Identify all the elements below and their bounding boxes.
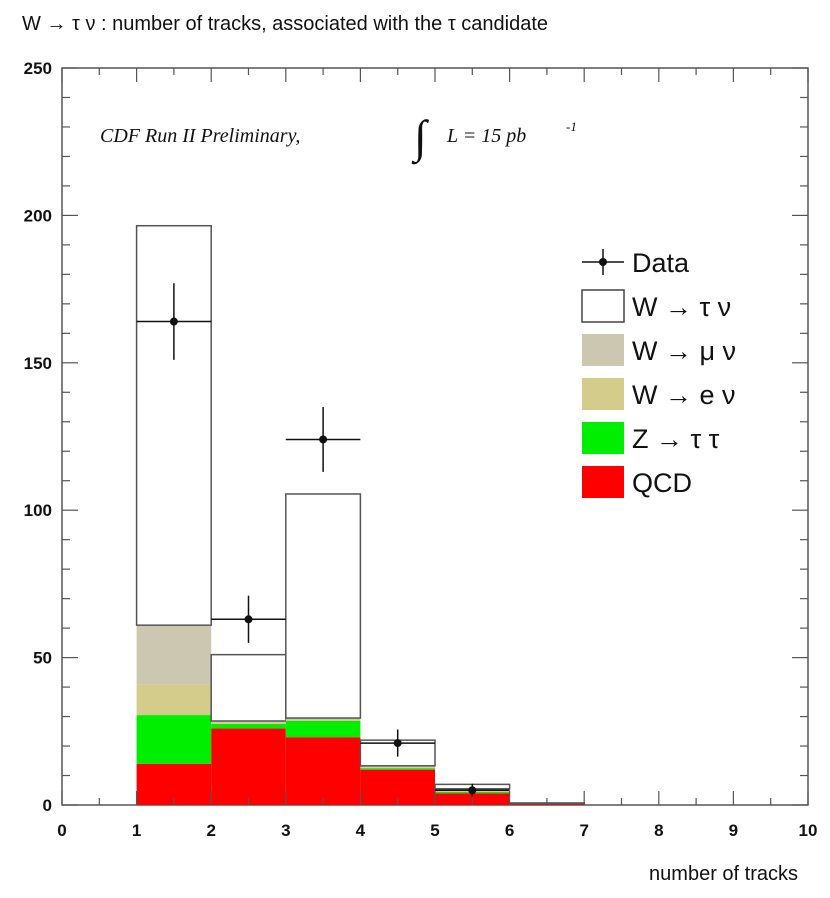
bar-w-e-bin-3 xyxy=(285,719,361,721)
bar-w-bin-3 xyxy=(285,493,362,719)
annotation-prefix: CDF Run II Preliminary, xyxy=(100,125,300,147)
legend-label: W → e ν xyxy=(632,380,736,410)
y-tick-label: 250 xyxy=(24,59,52,78)
bar-z-bin-4 xyxy=(360,768,435,770)
legend-label: QCD xyxy=(632,468,692,498)
bar-w-bin-1 xyxy=(136,625,212,685)
x-tick-label: 6 xyxy=(505,821,514,840)
x-tick-label: 9 xyxy=(729,821,738,840)
data-point-2 xyxy=(211,595,286,643)
legend-entry: Z → τ τ xyxy=(582,422,720,454)
x-axis-label: number of tracks xyxy=(649,863,798,885)
bar-z-bin-2 xyxy=(211,723,286,729)
data-point-4 xyxy=(360,729,435,757)
x-tick-label: 4 xyxy=(356,821,366,840)
data-point-5 xyxy=(435,783,510,797)
legend-label: W → μ ν xyxy=(632,336,736,366)
data-point-1 xyxy=(136,283,212,360)
x-tick-label: 5 xyxy=(430,821,439,840)
x-tick-label: 1 xyxy=(132,821,141,840)
legend-label: W → τ ν xyxy=(632,292,731,322)
legend-entry: QCD xyxy=(582,466,692,498)
data-points xyxy=(136,283,510,797)
bar-w-bin-2 xyxy=(210,653,287,722)
legend-entry: W → μ ν xyxy=(582,334,736,366)
bar-qcd-bin-3 xyxy=(285,737,361,805)
y-tick-label: 200 xyxy=(24,206,52,225)
x-tick-label: 8 xyxy=(654,821,663,840)
annotation-lumi-sup: -1 xyxy=(566,119,577,134)
bar-w-e-bin-2 xyxy=(211,722,286,724)
bar-qcd-bin-2 xyxy=(211,728,286,805)
bar-w-e-bin-4 xyxy=(360,767,435,769)
legend-entry: Data xyxy=(582,248,690,278)
x-tick-label: 10 xyxy=(799,821,818,840)
x-tick-label: 0 xyxy=(57,821,66,840)
x-tick-label: 2 xyxy=(206,821,215,840)
legend: Data W → τ ν W → μ ν W → e ν Z → τ τ QCD xyxy=(581,248,736,498)
x-tick-label: 3 xyxy=(281,821,290,840)
legend-entry: W → e ν xyxy=(582,378,736,410)
annotation: CDF Run II Preliminary, ∫ L = 15 pb -1 xyxy=(100,111,577,165)
y-tick-label: 100 xyxy=(24,501,52,520)
integral-sign: ∫ xyxy=(411,111,429,165)
data-point-3 xyxy=(285,407,361,472)
legend-label: Z → τ τ xyxy=(632,424,720,454)
chart-title: W → τ ν : number of tracks, associated w… xyxy=(22,13,548,35)
bar-z-bin-3 xyxy=(285,720,361,738)
y-tick-label: 50 xyxy=(33,649,52,668)
x-tick-label: 7 xyxy=(579,821,588,840)
legend-entry: W → τ ν xyxy=(581,289,731,323)
y-tick-label: 150 xyxy=(24,354,52,373)
annotation-lumi: L = 15 pb xyxy=(446,125,526,147)
bar-w-e-bin-1 xyxy=(136,684,212,716)
y-tick-label: 0 xyxy=(43,796,52,815)
legend-label: Data xyxy=(632,248,690,278)
bar-z-bin-1 xyxy=(136,715,212,764)
